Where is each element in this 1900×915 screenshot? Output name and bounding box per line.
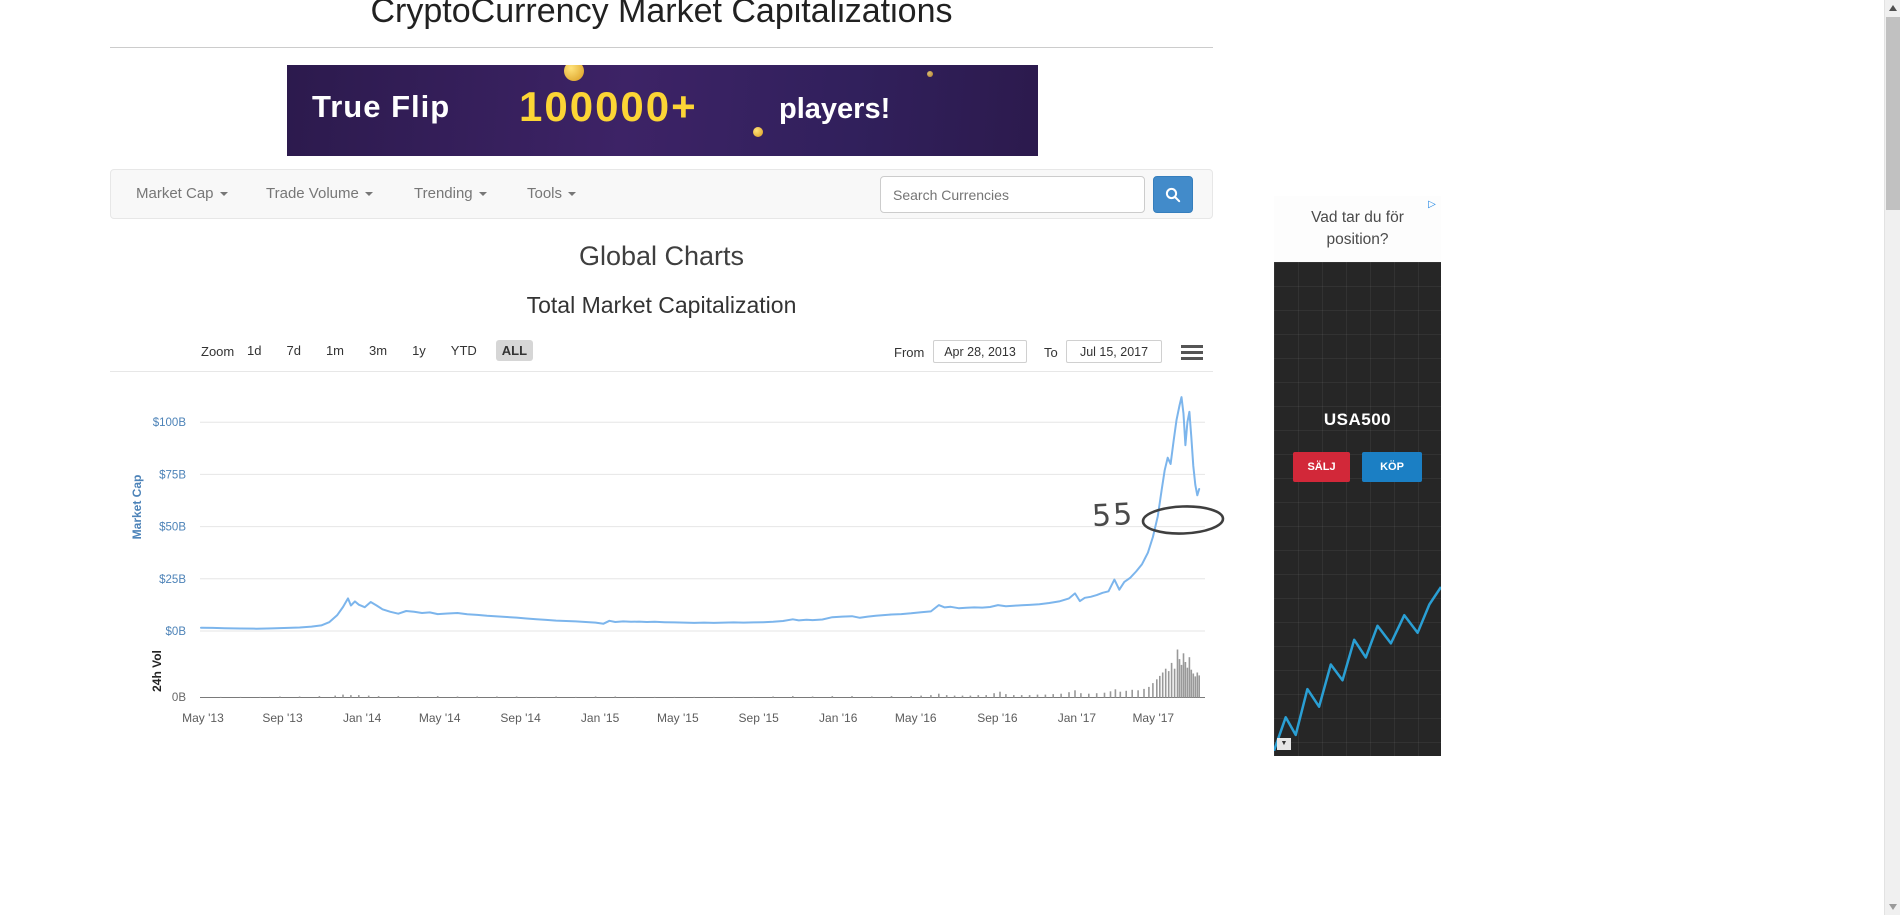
section-heading: Global Charts <box>578 241 745 271</box>
ad-chart-line <box>1274 586 1441 752</box>
scroll-up-arrow-icon[interactable] <box>1885 0 1900 16</box>
range-selector-divider <box>110 371 1213 372</box>
x-axis-tick-label: Sep '15 <box>739 711 780 725</box>
x-axis-tick-label: Sep '14 <box>500 711 541 725</box>
nav-item-label: Trending <box>414 185 473 202</box>
chart-title: Total Market Capitalization <box>526 292 797 318</box>
title-divider <box>110 47 1213 48</box>
nav-item-trending[interactable]: Trending <box>414 170 487 218</box>
nav-item-label: Market Cap <box>136 185 214 202</box>
x-axis-tick-label: Sep '16 <box>977 711 1018 725</box>
nav-item-label: Tools <box>527 185 563 202</box>
coin-icon <box>927 71 933 77</box>
zoom-button-7d[interactable]: 7d <box>280 340 306 361</box>
to-date-input[interactable] <box>1066 340 1162 363</box>
x-axis-tick-label: May '14 <box>419 711 461 725</box>
zoom-label: Zoom <box>201 344 235 359</box>
x-axis-tick-label: Jan '14 <box>343 711 382 725</box>
buy-button[interactable]: KÖP <box>1362 452 1422 482</box>
x-axis-tick-label: May '16 <box>895 711 937 725</box>
x-axis-tick-label: May '17 <box>1132 711 1174 725</box>
zoom-button-1d[interactable]: 1d <box>241 340 267 361</box>
ad-header: Vad tar du för position? <box>1274 196 1441 262</box>
zoom-button-1y[interactable]: 1y <box>406 340 432 361</box>
chart-context-menu-button hamburger-icon[interactable] <box>1181 345 1203 361</box>
main-navbar: Market Cap Trade Volume Trending Tools <box>110 169 1213 219</box>
ad-instrument-name: USA500 <box>1323 410 1392 429</box>
handwritten-annotation: 55 <box>1091 496 1136 535</box>
chevron-down-icon <box>219 192 228 197</box>
zoom-button-ytd[interactable]: YTD <box>445 340 483 361</box>
sidebar-ad[interactable]: Vad tar du för position? ▷ USA500 SÄLJ K… <box>1274 196 1441 756</box>
x-axis-tick-label: May '15 <box>657 711 699 725</box>
from-date-input[interactable] <box>933 340 1027 363</box>
y-axis-tick-label: $0B <box>166 626 187 638</box>
from-label: From <box>894 345 925 360</box>
x-axis-tick-label: Jan '15 <box>581 711 620 725</box>
coin-icon <box>564 65 584 81</box>
ad-mini-chart <box>1274 586 1441 752</box>
nav-item-label: Trade Volume <box>266 185 359 202</box>
banner-ad[interactable]: True Flip 100000+ players! <box>287 65 1038 156</box>
x-axis-tick-label: Jan '17 <box>1058 711 1097 725</box>
search-button[interactable] <box>1153 176 1193 213</box>
y-axis-title: Market Cap <box>130 474 144 540</box>
coin-icon <box>753 127 763 137</box>
ad-collapse-caret-icon[interactable]: ▼ <box>1277 738 1291 750</box>
zoom-button-1m[interactable]: 1m <box>320 340 350 361</box>
browser-scrollbar[interactable] <box>1884 0 1900 915</box>
search-icon <box>1165 187 1181 202</box>
sell-button[interactable]: SÄLJ <box>1293 452 1350 482</box>
y-axis-tick-label: $75B <box>159 469 186 481</box>
ad-body: USA500 SÄLJ KÖP ▼ <box>1274 262 1441 756</box>
zoom-buttons-group: 1d 7d 1m 3m 1y YTD ALL <box>241 340 534 361</box>
ad-question-text: Vad tar du för position? <box>1311 208 1404 248</box>
scrollbar-thumb[interactable] <box>1886 17 1900 210</box>
banner-tagline: players! <box>779 93 891 125</box>
search-input[interactable] <box>880 176 1145 213</box>
nav-item-tools[interactable]: Tools <box>527 170 577 218</box>
zoom-button-3m[interactable]: 3m <box>363 340 393 361</box>
y-axis-tick-label: $25B <box>159 574 186 586</box>
x-axis-tick-label: Jan '16 <box>819 711 858 725</box>
chevron-down-icon <box>478 192 487 197</box>
banner-headline: 100000+ <box>519 83 698 130</box>
scroll-down-arrow-icon[interactable] <box>1885 899 1900 915</box>
volume-tick-label: 0B <box>172 692 186 704</box>
x-axis-tick-label: May '13 <box>182 711 224 725</box>
y-axis-tick-label: $50B <box>159 522 186 534</box>
nav-item-trade-volume[interactable]: Trade Volume <box>266 170 373 218</box>
x-axis-tick-label: Sep '13 <box>262 711 303 725</box>
zoom-button-all[interactable]: ALL <box>495 340 534 361</box>
nav-item-market-cap[interactable]: Market Cap <box>136 170 228 218</box>
chart-plot-area[interactable] <box>200 380 1205 700</box>
ad-buttons-row: SÄLJ KÖP <box>1274 452 1441 482</box>
banner-brand-logo: True Flip <box>312 89 451 124</box>
y-axis-tick-label: $100B <box>153 417 187 429</box>
adchoices-icon[interactable]: ▷ <box>1428 199 1436 210</box>
chevron-down-icon <box>364 192 373 197</box>
page-title: CryptoCurrency Market Capitalizations <box>370 0 953 30</box>
chevron-down-icon <box>568 192 577 197</box>
to-label: To <box>1044 345 1058 360</box>
volume-axis-title: 24h Vol <box>150 650 164 692</box>
